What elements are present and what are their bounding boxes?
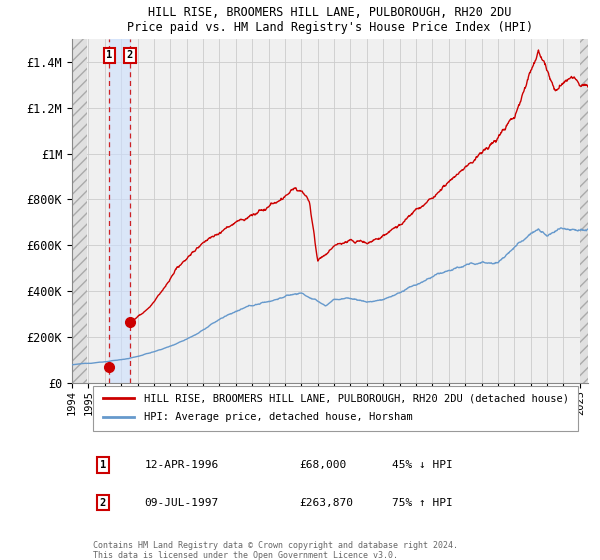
Text: 2: 2 <box>100 498 106 508</box>
Text: HILL RISE, BROOMERS HILL LANE, PULBOROUGH, RH20 2DU (detached house): HILL RISE, BROOMERS HILL LANE, PULBOROUG… <box>144 393 569 403</box>
Bar <box>72 39 87 382</box>
Text: HPI: Average price, detached house, Horsham: HPI: Average price, detached house, Hors… <box>144 412 413 422</box>
Text: 09-JUL-1997: 09-JUL-1997 <box>144 498 218 508</box>
Text: £68,000: £68,000 <box>299 460 346 470</box>
Text: 1: 1 <box>106 50 112 60</box>
Bar <box>580 39 590 382</box>
Title: HILL RISE, BROOMERS HILL LANE, PULBOROUGH, RH20 2DU
Price paid vs. HM Land Regis: HILL RISE, BROOMERS HILL LANE, PULBOROUG… <box>127 6 533 34</box>
Text: 2: 2 <box>127 50 133 60</box>
Text: 75% ↑ HPI: 75% ↑ HPI <box>392 498 452 508</box>
Text: 1: 1 <box>100 460 106 470</box>
Text: £263,870: £263,870 <box>299 498 353 508</box>
Text: 12-APR-1996: 12-APR-1996 <box>144 460 218 470</box>
Bar <box>109 39 130 382</box>
Text: Contains HM Land Registry data © Crown copyright and database right 2024.
This d: Contains HM Land Registry data © Crown c… <box>92 540 458 560</box>
Text: 45% ↓ HPI: 45% ↓ HPI <box>392 460 452 470</box>
FancyBboxPatch shape <box>92 386 578 431</box>
